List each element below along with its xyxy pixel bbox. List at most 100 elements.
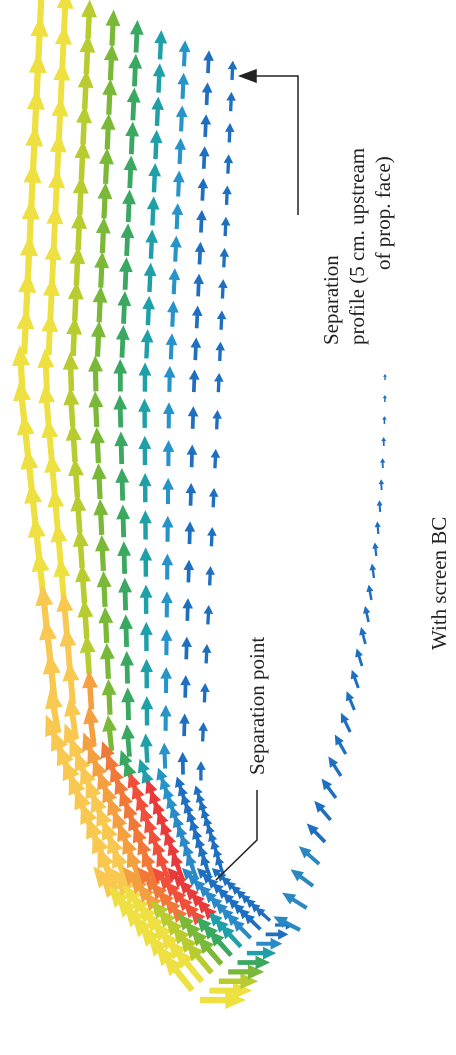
vector-arrow — [223, 154, 234, 174]
vector-arrow — [200, 683, 210, 703]
vector-arrow — [196, 761, 206, 781]
vector-arrow — [139, 547, 153, 577]
vector-arrow — [72, 175, 89, 216]
vector-arrow — [374, 521, 381, 535]
vector-arrow — [39, 618, 57, 665]
label-line: profile (5 cm. upstream — [345, 148, 369, 345]
vector-arrow — [44, 240, 62, 284]
vector-arrow — [376, 500, 383, 513]
label-line: Separation — [319, 255, 343, 345]
vector-arrow — [113, 358, 128, 392]
vector-arrow — [212, 409, 222, 430]
vector-arrow — [31, 550, 50, 597]
vector-arrow — [116, 504, 131, 538]
vector-arrow — [119, 257, 133, 290]
vector-arrow — [162, 477, 174, 504]
vector-arrow — [119, 614, 134, 648]
vector-arrow — [265, 929, 289, 940]
vector-arrow — [28, 52, 47, 99]
vector-arrow — [220, 925, 243, 949]
vector-arrow — [170, 235, 182, 262]
vector-arrow — [174, 137, 187, 165]
vector-arrow — [187, 406, 199, 429]
vector-arrow — [45, 687, 63, 734]
vector-arrow — [177, 751, 189, 775]
vector-arrow — [196, 209, 207, 233]
vector-arrow — [122, 189, 136, 223]
vector-arrow — [62, 661, 80, 705]
vector-arrow — [19, 235, 38, 282]
vector-arrow — [139, 584, 153, 614]
vector-arrow — [138, 398, 151, 428]
vector-arrow — [314, 800, 332, 822]
vector-arrow — [140, 696, 154, 726]
vector-arrow — [145, 229, 159, 259]
vector-arrow — [62, 351, 79, 392]
vector-arrow — [226, 91, 236, 112]
vector-arrow — [183, 559, 195, 583]
vector-arrow — [121, 724, 135, 757]
vector-arrow — [53, 557, 71, 601]
vector-arrow — [46, 204, 64, 248]
profile-label: Separation profile (5 cm. upstream of pr… — [319, 148, 395, 345]
vector-arrow — [120, 650, 134, 684]
vector-arrow — [255, 907, 272, 922]
vector-arrow — [102, 78, 118, 115]
vector-arrow — [79, 34, 96, 75]
vector-arrow — [48, 168, 66, 212]
vector-arrow — [207, 526, 217, 547]
velocity-vectors — [11, 0, 295, 1009]
vector-arrow — [88, 355, 103, 392]
vector-arrow — [103, 44, 119, 81]
vector-arrow — [51, 96, 69, 140]
profile-pointer — [237, 68, 299, 215]
vector-arrow — [198, 722, 208, 742]
vector-arrow — [168, 268, 181, 295]
vector-arrow — [92, 286, 108, 323]
vector-arrow — [161, 515, 174, 542]
vector-arrow — [77, 599, 94, 639]
vector-arrow — [98, 606, 114, 643]
vector-arrow — [359, 627, 367, 645]
vector-arrow — [13, 379, 31, 426]
vector-arrow — [244, 913, 262, 931]
vector-arrow — [188, 369, 200, 393]
vector-arrow — [146, 196, 160, 226]
vector-arrow — [256, 937, 283, 950]
vector-arrow — [321, 778, 338, 800]
vector-arrow — [174, 948, 205, 984]
vector-arrow — [160, 629, 173, 656]
vector-arrow — [190, 337, 202, 361]
vector-arrow — [381, 437, 387, 447]
vector-arrow — [148, 162, 162, 193]
vector-arrow — [159, 704, 172, 731]
vector-arrow — [184, 521, 196, 545]
vector-arrow — [185, 482, 197, 506]
point-pointer — [215, 790, 258, 881]
vector-arrow — [117, 291, 132, 324]
vector-arrow — [340, 712, 352, 733]
vector-arrow — [26, 88, 45, 135]
vector-arrow — [209, 931, 233, 958]
vector-arrow — [114, 431, 129, 465]
vector-arrow — [205, 565, 215, 586]
vector-arrow — [100, 642, 115, 679]
vector-arrow — [63, 387, 80, 427]
vector-arrow — [334, 734, 348, 755]
vector-arrow — [75, 564, 91, 604]
vector-arrow — [177, 72, 190, 99]
vector-arrow — [120, 223, 135, 257]
vector-arrow — [90, 426, 105, 464]
vector-arrow — [200, 114, 212, 137]
vector-arrow — [142, 295, 156, 326]
vector-arrow — [11, 344, 30, 392]
vector-arrow — [273, 916, 301, 932]
vector-arrow — [246, 946, 277, 960]
vector-arrow — [215, 341, 225, 362]
vector-arrow — [50, 522, 68, 566]
vector-arrow — [306, 823, 327, 844]
vector-arrow — [149, 129, 163, 160]
vector-arrow — [77, 69, 94, 110]
vector-arrow — [139, 621, 153, 652]
